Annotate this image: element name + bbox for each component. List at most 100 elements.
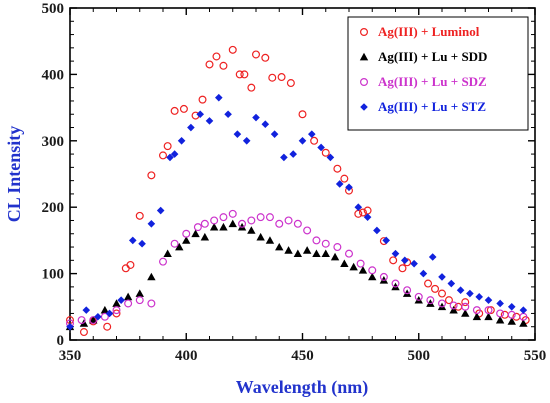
data-point xyxy=(461,309,470,317)
data-point xyxy=(147,220,156,228)
data-point xyxy=(475,293,483,301)
x-axis-title: Wavelength (nm) xyxy=(236,377,369,398)
data-point xyxy=(159,257,168,266)
data-point xyxy=(247,83,256,92)
data-point xyxy=(138,239,146,248)
data-point xyxy=(100,305,110,314)
data-point xyxy=(391,249,400,258)
data-point xyxy=(426,296,435,305)
data-point xyxy=(79,328,88,337)
data-point xyxy=(438,273,446,281)
legend-marker-4 xyxy=(360,103,368,111)
data-point xyxy=(414,292,423,301)
y-axis-title: CL Intensity xyxy=(4,126,24,223)
data-point xyxy=(242,137,251,145)
marks-layer xyxy=(65,45,530,337)
data-point xyxy=(196,110,204,119)
data-point xyxy=(252,50,261,59)
y-tick-label: 0 xyxy=(57,333,65,349)
data-point xyxy=(519,306,528,314)
data-point xyxy=(391,279,400,288)
data-point xyxy=(228,45,237,54)
data-point xyxy=(66,322,74,331)
legend-label-2: Ag(III) + Lu + SDD xyxy=(378,49,487,64)
data-point xyxy=(261,120,270,128)
x-tick-label: 400 xyxy=(175,348,198,364)
data-point xyxy=(461,302,470,311)
data-point xyxy=(484,296,493,304)
legend-label-3: Ag(III) + Lu + SDZ xyxy=(378,74,487,89)
data-point xyxy=(424,279,433,288)
data-point xyxy=(398,264,407,273)
data-point xyxy=(170,239,179,248)
data-point xyxy=(228,209,237,218)
data-point xyxy=(147,171,156,180)
data-point xyxy=(507,303,516,311)
legend-marker-1 xyxy=(360,28,369,37)
data-point xyxy=(268,73,277,82)
data-point xyxy=(389,256,398,265)
data-point xyxy=(333,243,342,252)
data-point xyxy=(128,236,137,245)
data-point xyxy=(410,259,418,268)
data-point xyxy=(200,219,209,228)
data-point xyxy=(472,312,482,321)
data-point xyxy=(308,130,316,138)
data-point xyxy=(456,286,465,294)
data-point xyxy=(330,252,340,261)
data-point xyxy=(379,272,388,281)
series-1 xyxy=(65,45,530,337)
y-tick-label: 200 xyxy=(42,200,65,216)
data-point xyxy=(484,306,493,315)
legend-label-4: Ag(III) + Lu + STZ xyxy=(378,99,486,114)
data-point xyxy=(265,213,274,222)
data-point xyxy=(286,79,295,88)
data-point xyxy=(275,219,284,228)
data-point xyxy=(333,164,342,173)
data-point xyxy=(224,110,232,119)
data-point xyxy=(277,73,286,82)
series-3 xyxy=(65,209,528,328)
data-point xyxy=(205,60,214,69)
data-point xyxy=(431,284,440,293)
data-point xyxy=(252,113,260,122)
data-point xyxy=(233,130,242,138)
data-point xyxy=(182,229,191,238)
data-point xyxy=(191,229,200,238)
data-point xyxy=(293,219,302,228)
data-point xyxy=(358,266,368,274)
data-point xyxy=(159,151,168,160)
data-point xyxy=(354,203,363,211)
data-point xyxy=(303,226,312,235)
data-point xyxy=(354,209,363,218)
data-point xyxy=(349,262,358,271)
data-point xyxy=(170,150,179,158)
legend: Ag(III) + Luminol Ag(III) + Lu + SDD Ag(II… xyxy=(347,16,529,131)
data-point xyxy=(215,93,223,102)
legend-box xyxy=(347,16,529,131)
data-point xyxy=(182,236,191,244)
data-point xyxy=(438,299,447,308)
data-point xyxy=(449,301,458,310)
data-point xyxy=(507,310,516,319)
data-point xyxy=(270,130,279,138)
data-point xyxy=(444,296,453,305)
y-tick-label: 300 xyxy=(42,134,65,150)
data-point xyxy=(496,309,505,318)
data-point xyxy=(284,246,293,254)
data-point xyxy=(495,315,505,324)
data-point xyxy=(121,264,130,273)
data-point xyxy=(356,259,365,268)
data-point xyxy=(496,299,504,308)
data-point xyxy=(89,316,98,325)
data-point xyxy=(345,183,353,192)
data-point xyxy=(219,222,228,231)
data-point xyxy=(321,249,330,258)
data-point xyxy=(298,137,307,145)
data-point xyxy=(326,153,335,162)
x-tick-label: 350 xyxy=(59,348,82,364)
data-point xyxy=(428,253,437,261)
ticks-layer: 350 400 450 500 550 0 100 200 300 400 500 xyxy=(42,1,547,364)
data-point xyxy=(247,226,256,234)
